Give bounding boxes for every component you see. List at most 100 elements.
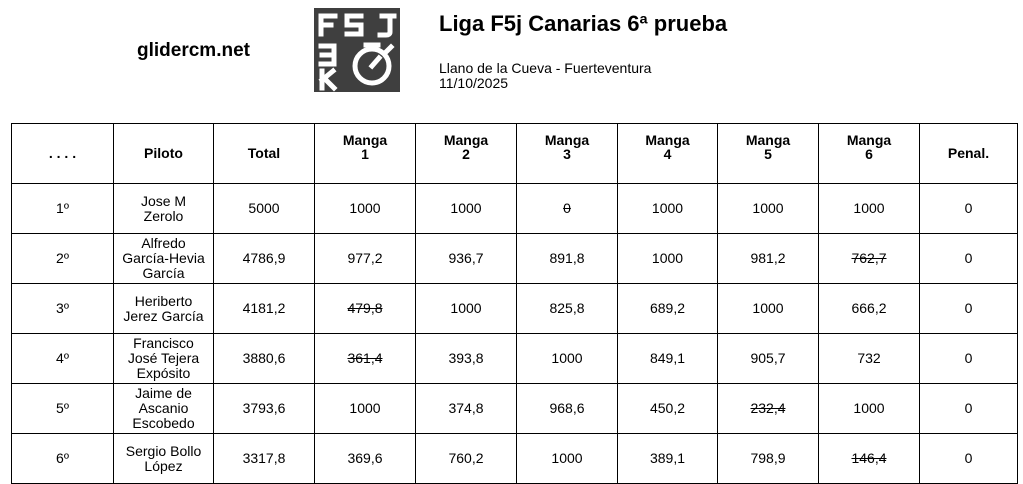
position-cell: 6º bbox=[11, 433, 114, 484]
score-cell: 666,2 bbox=[818, 283, 920, 334]
round-5-header: Manga 5 bbox=[717, 123, 819, 184]
score-cell: 1000 bbox=[617, 233, 718, 284]
pilot-header: Piloto bbox=[113, 123, 214, 184]
score-value: 1000 bbox=[651, 250, 684, 266]
penalty-cell: 0 bbox=[919, 333, 1018, 384]
score-cell: 968,6 bbox=[516, 383, 618, 434]
round-label: Manga bbox=[342, 132, 388, 148]
page-title: Liga F5j Canarias 6ª prueba bbox=[439, 11, 728, 36]
score-value: 1000 bbox=[551, 450, 583, 466]
event-logo bbox=[314, 8, 400, 92]
score-cell: 369,6 bbox=[314, 433, 416, 484]
pilot-name-line: Escobedo bbox=[132, 415, 195, 431]
score-value: 689,2 bbox=[649, 300, 686, 316]
round-label: Manga bbox=[544, 132, 590, 148]
score-value: 762,7 bbox=[851, 250, 887, 266]
score-value: 760,2 bbox=[448, 450, 484, 466]
round-3-header: Manga 3 bbox=[516, 123, 618, 184]
pilot-cell: Sergio Bollo López bbox=[113, 433, 214, 484]
score-value: 1000 bbox=[349, 200, 381, 216]
score-value: 905,7 bbox=[750, 350, 786, 366]
score-cell: 374,8 bbox=[415, 383, 517, 434]
position-cell: 2º bbox=[11, 233, 114, 284]
table-row: 4º Francisco José Tejera Expósito 3880,6 361,… bbox=[11, 333, 1018, 384]
position-cell: 3º bbox=[11, 283, 114, 334]
score-cell: 1000 bbox=[818, 183, 920, 234]
score-value: 1000 bbox=[752, 300, 784, 316]
score-value: 0 bbox=[563, 200, 571, 216]
score-cell: 977,2 bbox=[314, 233, 416, 284]
discarded-score-cell: 146,4 bbox=[818, 433, 920, 484]
score-cell: 450,2 bbox=[617, 383, 718, 434]
score-value: 981,2 bbox=[750, 250, 786, 266]
total-cell: 4181,2 bbox=[213, 283, 315, 334]
table-row: 2º Alfredo García-Hevia García 4786,9 977,2 93… bbox=[11, 233, 1018, 284]
round-label: Manga bbox=[443, 132, 489, 148]
score-cell: 1000 bbox=[717, 283, 819, 334]
event-date: 11/10/2025 bbox=[439, 75, 509, 91]
penalty-cell: 0 bbox=[919, 183, 1018, 234]
discarded-score-cell: 762,7 bbox=[818, 233, 920, 284]
pilot-name-line: Jose M bbox=[140, 192, 187, 209]
position-cell: 5º bbox=[11, 383, 114, 434]
position-cell: 4º bbox=[11, 333, 114, 384]
pilot-cell: Francisco José Tejera Expósito bbox=[113, 333, 214, 384]
pilot-cell: Alfredo García-Hevia García bbox=[113, 233, 214, 284]
score-cell: 1000 bbox=[415, 283, 517, 334]
score-value: 146,4 bbox=[851, 450, 887, 466]
pilot-name-line: Heriberto bbox=[134, 292, 193, 309]
penalty-header: Penal. bbox=[919, 123, 1018, 184]
score-cell: 1000 bbox=[314, 183, 416, 234]
score-value: 825,8 bbox=[549, 300, 585, 316]
site-name: glidercm.net bbox=[137, 40, 250, 61]
score-value: 389,1 bbox=[649, 450, 686, 466]
pilot-name-line: García bbox=[142, 265, 185, 281]
score-cell: 849,1 bbox=[617, 333, 718, 384]
score-cell: 905,7 bbox=[717, 333, 819, 384]
penalty-cell: 0 bbox=[919, 283, 1018, 334]
total-cell: 3317,8 bbox=[213, 433, 315, 484]
table-row: 5º Jaime de Ascanio Escobedo 3793,6 1000 374,8… bbox=[11, 383, 1018, 434]
results-table: . . . . Piloto Total Manga 1 Manga 2 Manga… bbox=[11, 123, 1018, 484]
position-cell: 1º bbox=[11, 183, 114, 234]
total-cell: 3880,6 bbox=[213, 333, 315, 384]
round-number: 4 bbox=[663, 146, 672, 162]
score-value: 1000 bbox=[450, 300, 482, 316]
table-row: 6º Sergio Bollo López 3317,8 369,6 760,2 1000 3… bbox=[11, 433, 1018, 484]
round-label: Manga bbox=[745, 132, 791, 148]
pilot-name-line: Jerez García bbox=[123, 307, 204, 324]
total-cell: 3793,6 bbox=[213, 383, 315, 434]
score-value: 732 bbox=[857, 350, 881, 366]
score-cell: 981,2 bbox=[717, 233, 819, 284]
score-value: 891,8 bbox=[549, 250, 585, 266]
score-value: 977,2 bbox=[347, 250, 383, 266]
score-value: 1000 bbox=[651, 200, 684, 216]
score-value: 1000 bbox=[853, 400, 885, 416]
score-value: 450,2 bbox=[649, 400, 686, 416]
score-cell: 1000 bbox=[415, 183, 517, 234]
score-cell: 825,8 bbox=[516, 283, 618, 334]
pilot-name-line: Ascanio bbox=[138, 400, 189, 416]
score-value: 936,7 bbox=[448, 250, 484, 266]
pilot-name-line: Francisco bbox=[133, 335, 194, 351]
score-cell: 1000 bbox=[818, 383, 920, 434]
pilot-name-line: López bbox=[144, 457, 183, 474]
penalty-cell: 0 bbox=[919, 233, 1018, 284]
pilot-cell: Heriberto Jerez García bbox=[113, 283, 214, 334]
round-number: 2 bbox=[462, 146, 470, 162]
round-number: 5 bbox=[764, 146, 772, 162]
round-4-header: Manga 4 bbox=[617, 123, 718, 184]
table-row: 1º Jose M Zerolo 5000 1000 1000 0 1000 1000 1000 0 bbox=[11, 183, 1018, 234]
discarded-score-cell: 232,4 bbox=[717, 383, 819, 434]
pilot-cell: Jose M Zerolo bbox=[113, 183, 214, 234]
score-value: 968,6 bbox=[549, 400, 585, 416]
round-number: 6 bbox=[865, 146, 873, 162]
round-number: 1 bbox=[361, 146, 369, 162]
event-location: Llano de la Cueva - Fuerteventura bbox=[439, 60, 652, 76]
score-cell: 798,9 bbox=[717, 433, 819, 484]
round-6-header: Manga 6 bbox=[818, 123, 920, 184]
score-cell: 936,7 bbox=[415, 233, 517, 284]
pilot-name-line: Jaime de bbox=[135, 385, 192, 401]
discarded-score-cell: 479,8 bbox=[314, 283, 416, 334]
score-cell: 1000 bbox=[516, 333, 618, 384]
